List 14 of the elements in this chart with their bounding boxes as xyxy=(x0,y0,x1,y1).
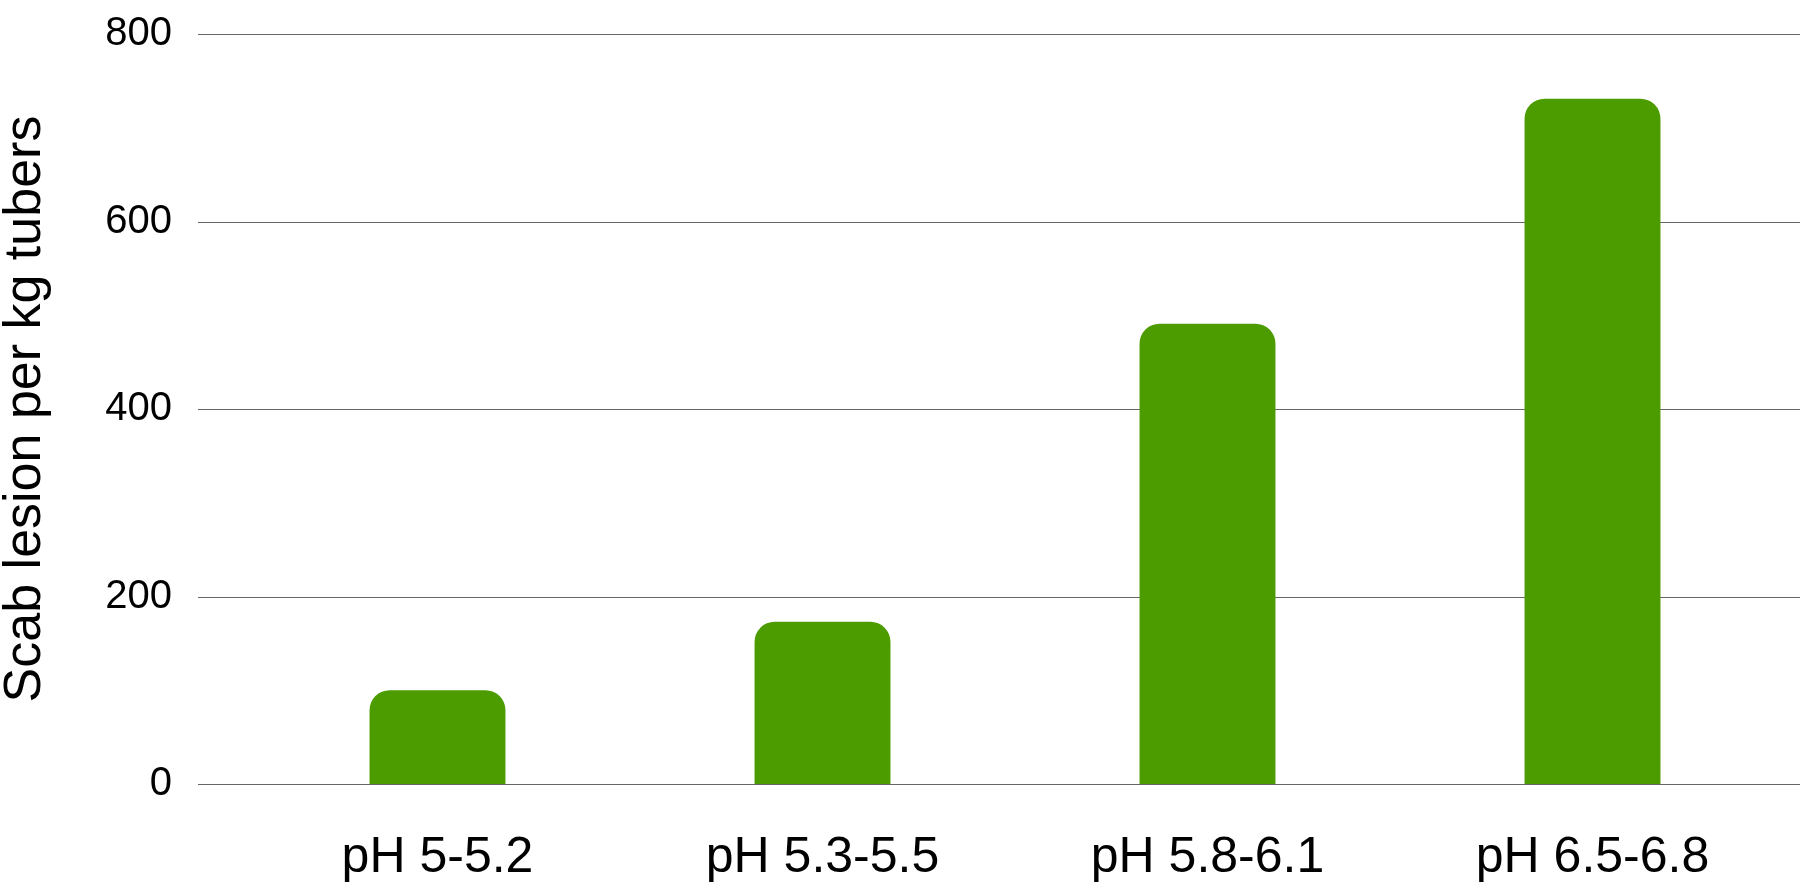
bar xyxy=(754,621,891,784)
y-tick-label: 400 xyxy=(105,384,172,429)
bar xyxy=(369,690,506,784)
bar xyxy=(1524,98,1661,784)
x-tick-label: pH 5-5.2 xyxy=(341,826,534,883)
x-tick-label: pH 6.5-6.8 xyxy=(1475,826,1710,883)
y-tick-label: 800 xyxy=(105,9,172,54)
y-tick-label: 0 xyxy=(149,759,172,804)
y-axis-title: Scab lesion per kg tubers xyxy=(0,115,52,703)
bar xyxy=(1139,323,1276,784)
y-tick-label: 600 xyxy=(105,196,172,241)
y-tick-label: 200 xyxy=(105,571,172,616)
x-tick-label: pH 5.3-5.5 xyxy=(705,826,940,883)
x-tick-label: pH 5.8-6.1 xyxy=(1090,826,1325,883)
